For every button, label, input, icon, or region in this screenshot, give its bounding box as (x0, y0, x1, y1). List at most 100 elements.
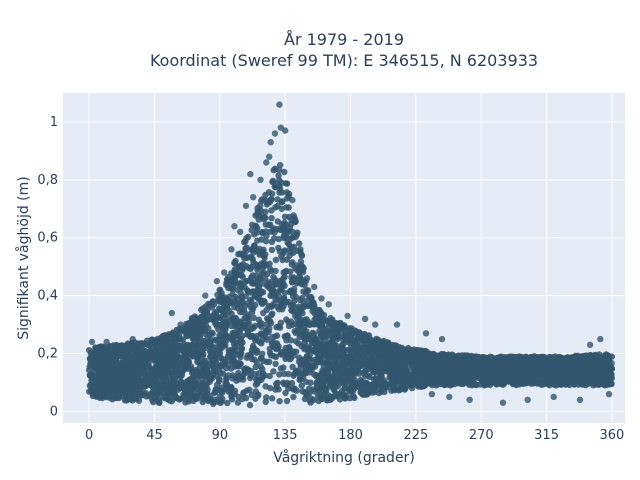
scatter-point (236, 351, 244, 358)
scatter-point (258, 236, 265, 243)
scatter-point (465, 381, 473, 388)
scatter-point (108, 386, 116, 394)
scatter-point (549, 375, 556, 382)
scatter-point (378, 340, 385, 347)
scatter-point (333, 393, 340, 400)
scatter-point (460, 365, 467, 372)
scatter-point (297, 296, 304, 304)
scatter-point (285, 204, 292, 211)
scatter-point (283, 267, 290, 275)
chart-subtitle: Koordinat (Sweref 99 TM): E 346515, N 62… (150, 51, 538, 70)
scatter-point (296, 240, 303, 247)
scatter-point (193, 375, 200, 382)
scatter-point (294, 328, 302, 335)
scatter-point (306, 369, 313, 376)
scatter-point (326, 378, 333, 386)
scatter-point (107, 353, 114, 360)
scatter-point (281, 232, 288, 239)
scatter-point (262, 191, 269, 199)
scatter-point (171, 383, 178, 390)
scatter-point (268, 214, 275, 222)
scatter-point (302, 390, 310, 397)
scatter-point (330, 373, 337, 380)
scatter-point (301, 339, 308, 346)
scatter-point (268, 246, 276, 254)
scatter-point (281, 168, 288, 176)
scatter-point (298, 251, 305, 259)
scatter-point (103, 379, 110, 387)
scatter-point (230, 277, 237, 284)
scatter-point (340, 392, 347, 400)
scatter-point (346, 395, 354, 402)
scatter-point (228, 322, 235, 330)
scatter-point (209, 363, 216, 370)
scatter-point (139, 363, 146, 371)
scatter-point (366, 364, 373, 371)
scatter-point (286, 343, 293, 351)
scatter-point (236, 328, 243, 335)
scatter-point (408, 381, 415, 389)
scatter-point (242, 248, 249, 255)
scatter-point (133, 395, 140, 403)
scatter-point (248, 298, 255, 305)
scatter-point (342, 339, 349, 346)
scatter-point (184, 348, 191, 355)
scatter-point (152, 393, 159, 400)
scatter-point (240, 307, 248, 314)
scatter-point (278, 179, 285, 186)
scatter-point (558, 380, 565, 387)
scatter-point (263, 282, 271, 290)
scatter-point (208, 301, 215, 308)
scatter-point (321, 345, 328, 352)
scatter-point (258, 196, 266, 203)
scatter-point (254, 392, 262, 400)
scatter-point (397, 376, 404, 384)
scatter-point (228, 336, 236, 344)
scatter-point (296, 305, 303, 312)
scatter-point (205, 325, 212, 332)
scatter-point (322, 388, 330, 395)
scatter-point (253, 229, 261, 236)
scatter-point (241, 278, 249, 286)
scatter-point (242, 394, 250, 402)
scatter-point (401, 386, 408, 393)
scatter-point (237, 262, 244, 269)
scatter-point (273, 380, 280, 388)
scatter-point (252, 363, 259, 371)
scatter-point (231, 259, 238, 267)
scatter-point (251, 371, 258, 378)
scatter-point (275, 323, 282, 330)
scatter-point (601, 377, 609, 384)
scatter-point (304, 346, 312, 353)
scatter-point (306, 321, 314, 328)
scatter-point (272, 386, 279, 393)
scatter-point (375, 389, 383, 397)
scatter-point (572, 371, 579, 378)
scatter-point (191, 393, 199, 400)
scatter-point (362, 350, 369, 357)
scatter-point (109, 396, 116, 403)
scatter-point (222, 325, 229, 332)
scatter-point (334, 356, 342, 363)
scatter-point (290, 285, 298, 293)
scatter-point (248, 227, 255, 234)
scatter-point (164, 388, 171, 395)
scatter-point (100, 386, 107, 394)
scatter-point (289, 228, 296, 235)
scatter-point (476, 358, 483, 365)
scatter-point (515, 371, 522, 379)
scatter-point (242, 238, 249, 245)
scatter-point (608, 371, 615, 378)
scatter-point (271, 353, 278, 360)
scatter-point (140, 390, 148, 397)
scatter-point (347, 352, 354, 360)
scatter-point (460, 352, 468, 359)
scatter-point (276, 398, 283, 405)
scatter-point (269, 178, 276, 186)
scatter-point (310, 359, 318, 366)
scatter-point (275, 235, 282, 243)
scatter-point (216, 375, 223, 383)
scatter-point (260, 297, 268, 305)
scatter-point (288, 220, 295, 228)
scatter-point (219, 319, 227, 326)
